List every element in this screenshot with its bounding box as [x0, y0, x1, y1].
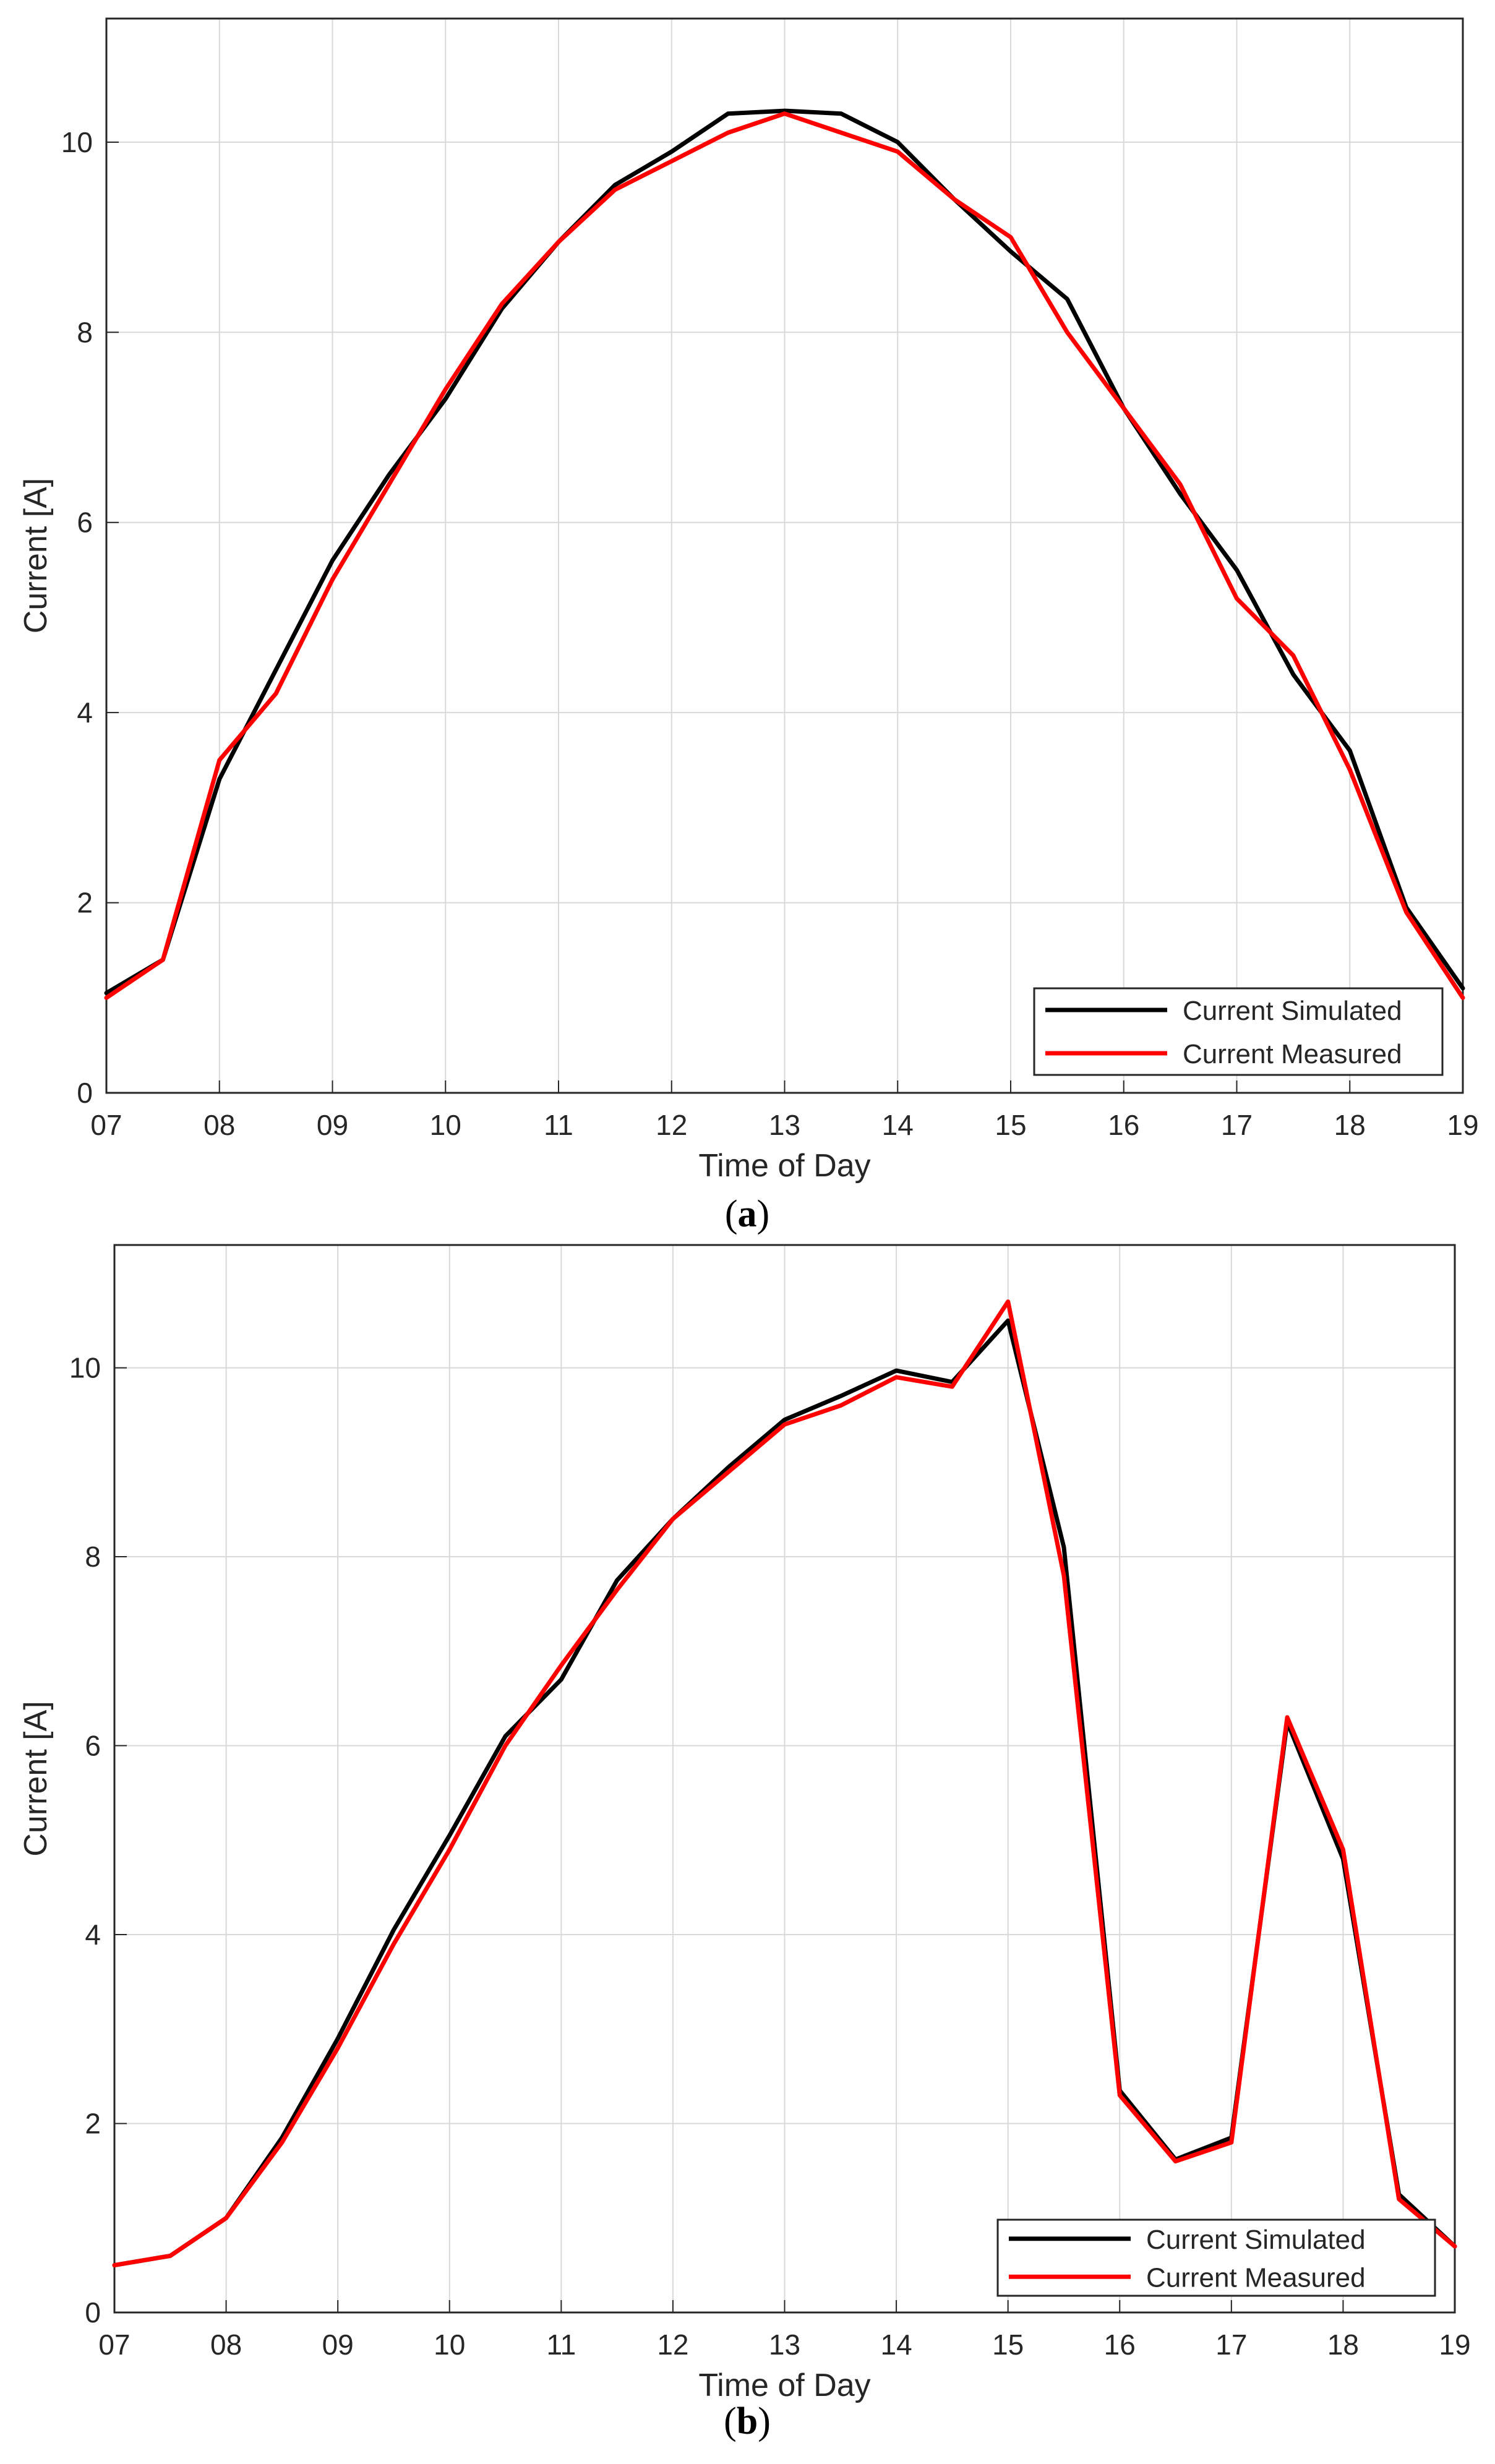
- y-tick-label: 10: [61, 126, 93, 158]
- axes-frame: [113, 1244, 1456, 2314]
- legend: Current Simulated Current Measured: [996, 2218, 1436, 2297]
- y-tick-label: 6: [77, 507, 93, 539]
- x-axis-label: Time of Day: [698, 1148, 870, 1184]
- y-tick-label: 0: [77, 1077, 93, 1109]
- x-tick-label: 13: [769, 1109, 800, 1141]
- legend-label-simulated: Current Simulated: [1183, 996, 1402, 1026]
- y-tick-label: 0: [85, 2296, 101, 2329]
- x-tick-label: 10: [430, 1109, 461, 1141]
- caption-b: (b): [724, 2400, 771, 2442]
- y-tick-label: 4: [85, 1919, 101, 1951]
- x-tick-label: 08: [210, 2329, 242, 2361]
- legend-label-measured: Current Measured: [1183, 1039, 1402, 1069]
- chart-panel-a: 07 08 09 10 11 12 13 14 15 16 17 18 19 0 2 4 6 8 10 Time of…: [18, 17, 1479, 1184]
- x-axis-label: Time of Day: [698, 2368, 870, 2403]
- y-tick-label: 10: [69, 1352, 101, 1384]
- x-tick-label: 16: [1108, 1109, 1139, 1141]
- x-tick-label: 17: [1221, 1109, 1253, 1141]
- x-tick-label: 12: [657, 2329, 688, 2361]
- y-tick-label: 2: [77, 887, 93, 919]
- legend-box: [1033, 987, 1444, 1076]
- y-tick-label: 8: [85, 1541, 101, 1573]
- legend-label-simulated: Current Simulated: [1146, 2225, 1366, 2255]
- x-tick-label: 14: [882, 1109, 914, 1141]
- x-tick-label: 13: [769, 2329, 800, 2361]
- x-tick-label: 12: [656, 1109, 687, 1141]
- caption-a: (a): [724, 1193, 770, 1235]
- series-line-measured: [104, 111, 1465, 1000]
- y-tick-label: 6: [85, 1730, 101, 1762]
- y-tick-label: 4: [77, 696, 93, 729]
- series-line-simulated: [104, 108, 1465, 996]
- x-tick-label: 18: [1327, 2329, 1359, 2361]
- x-tick-label: 19: [1439, 2329, 1470, 2361]
- x-tick-label: 09: [322, 2329, 354, 2361]
- x-tick-label: 10: [434, 2329, 465, 2361]
- x-tick-label: 07: [98, 2329, 130, 2361]
- x-tick-label: 09: [317, 1109, 348, 1141]
- legend: Current Simulated Current Measured: [1033, 987, 1444, 1076]
- legend-box: [996, 2218, 1436, 2297]
- x-tick-label: 15: [992, 2329, 1024, 2361]
- y-tick-label: 2: [85, 2108, 101, 2140]
- x-tick-label: 07: [90, 1109, 122, 1141]
- y-tick-label: 8: [77, 316, 93, 348]
- x-tick-label: 08: [203, 1109, 235, 1141]
- legend-label-measured: Current Measured: [1146, 2262, 1366, 2293]
- x-tick-label: 16: [1104, 2329, 1136, 2361]
- x-tick-label: 17: [1215, 2329, 1247, 2361]
- x-tick-label: 15: [995, 1109, 1026, 1141]
- x-tick-label: 11: [544, 1109, 573, 1141]
- y-axis-label: Current [A]: [18, 478, 54, 633]
- x-tick-label: 18: [1334, 1109, 1366, 1141]
- chart-panel-b: 07 08 09 10 11 12 13 14 15 16 17 18 19 0 2 4 6 8 10 Time of…: [18, 1244, 1471, 2403]
- series-line-measured: [112, 1299, 1457, 2268]
- x-tick-label: 19: [1447, 1109, 1478, 1141]
- axes-frame: [105, 17, 1464, 1094]
- y-axis-label: Current [A]: [18, 1701, 54, 1856]
- x-tick-label: 11: [546, 2329, 576, 2361]
- x-tick-label: 14: [880, 2329, 912, 2361]
